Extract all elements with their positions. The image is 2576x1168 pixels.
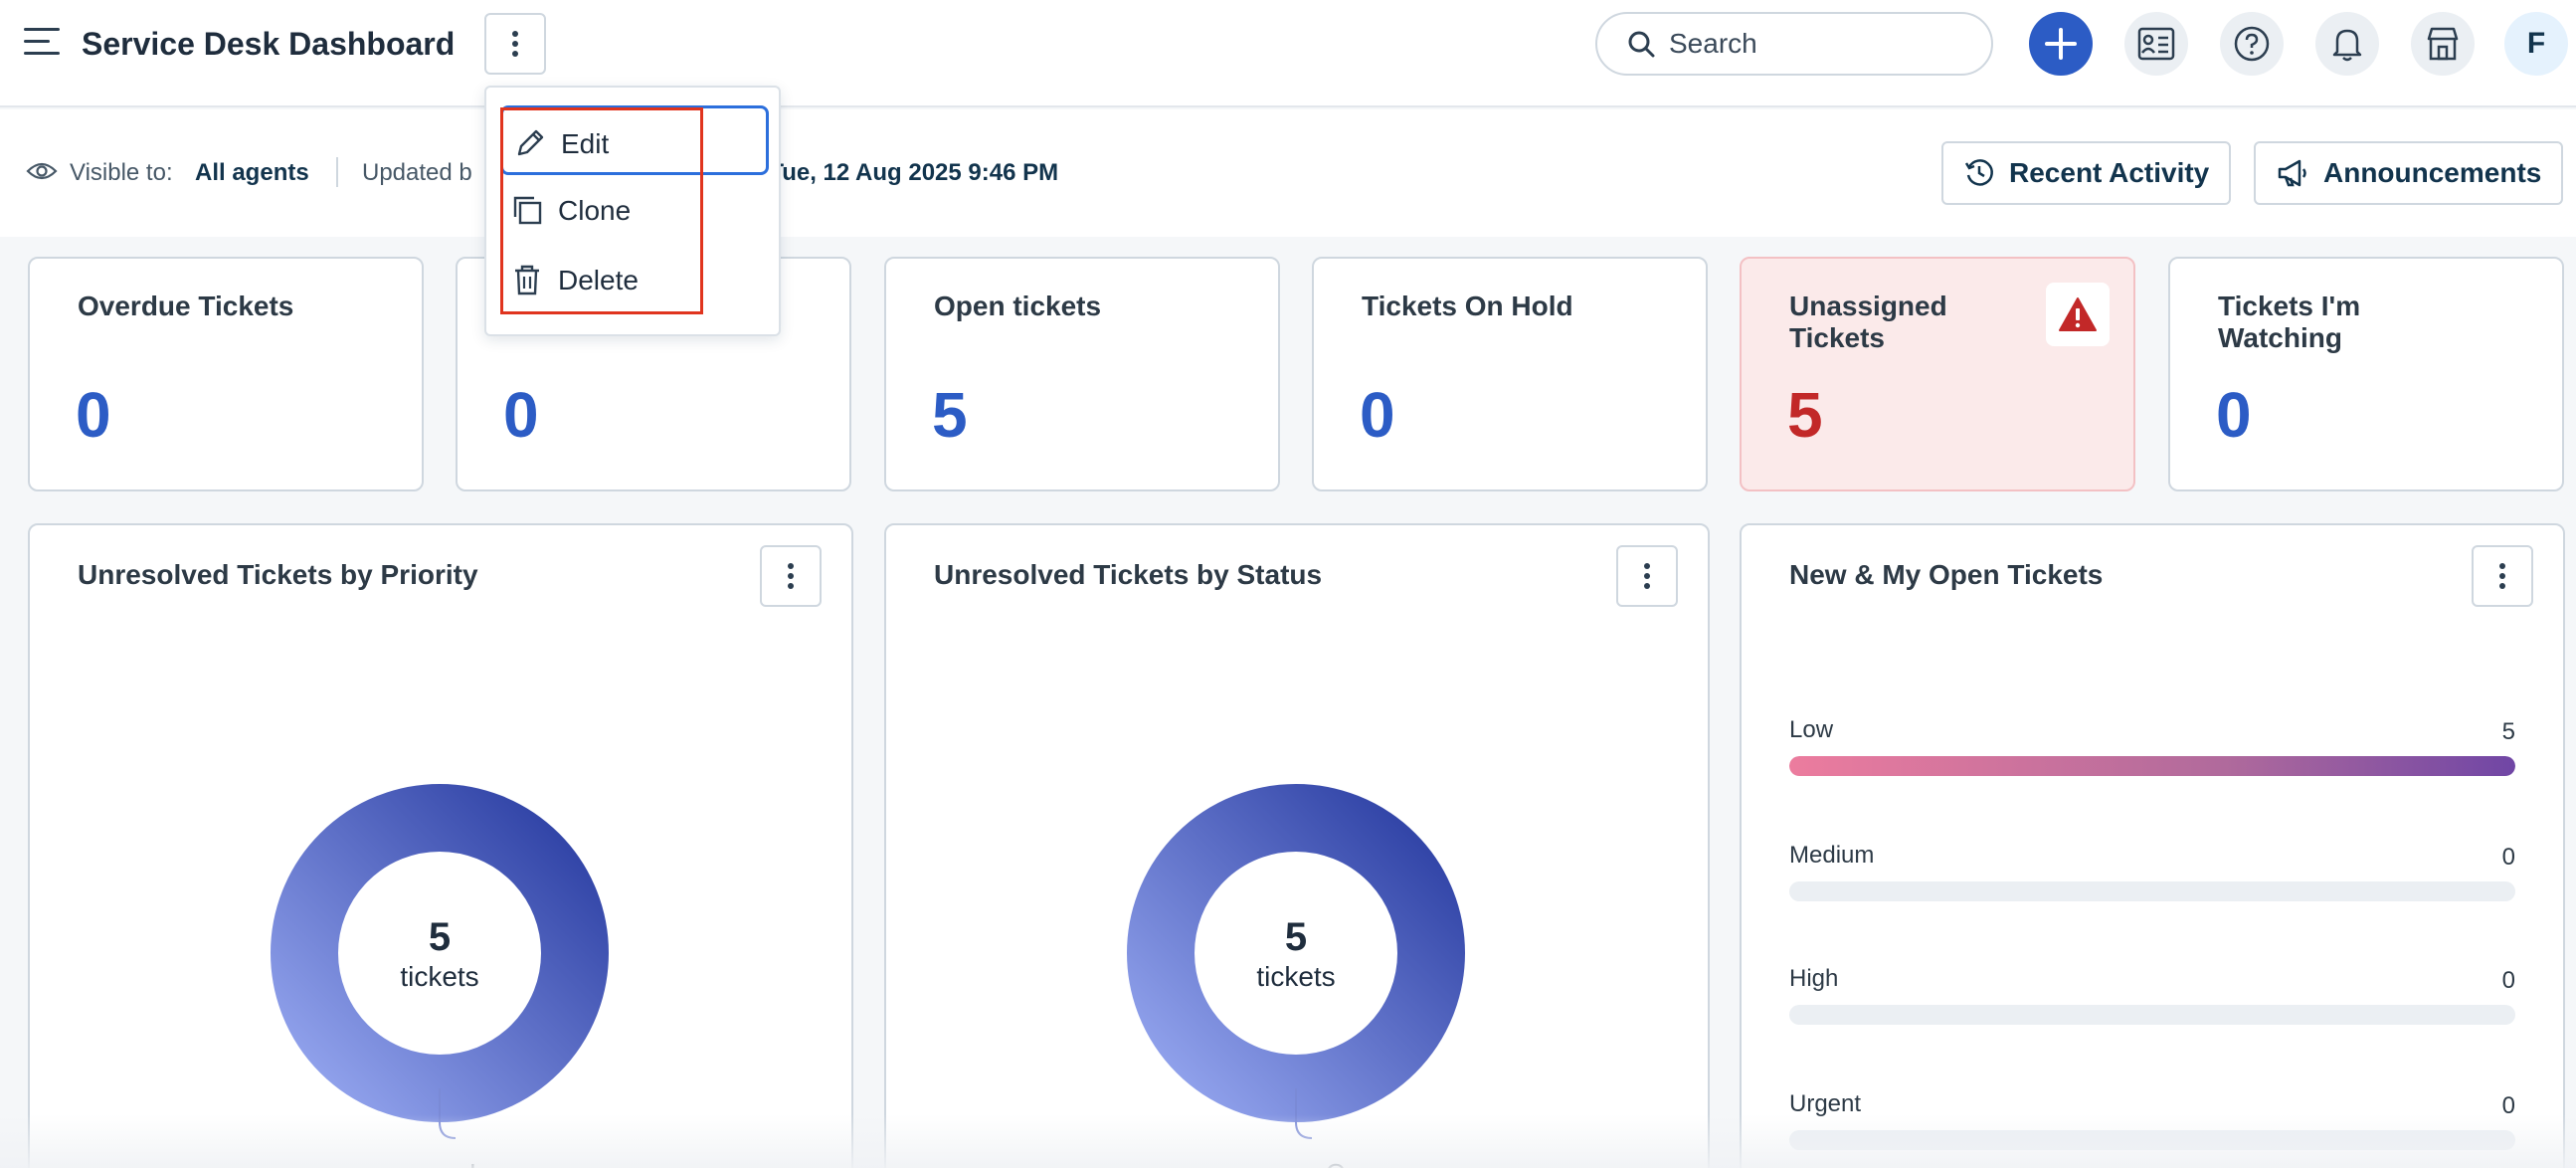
widget-title: Unresolved Tickets by Status — [934, 559, 1323, 590]
card-title: Unassigned Tickets — [1789, 291, 1947, 353]
updated-date: n Tue, 12 Aug 2025 9:46 PM — [748, 159, 1059, 186]
bar-track — [1789, 1005, 2515, 1025]
help-button[interactable] — [2220, 12, 2284, 76]
metric-card-open[interactable]: Open tickets 5 — [884, 257, 1280, 491]
search-box[interactable] — [1595, 12, 1993, 76]
metric-card-unassigned[interactable]: Unassigned Tickets 5 — [1740, 257, 2135, 491]
widget-options-button[interactable] — [1616, 545, 1678, 607]
widget-title: Unresolved Tickets by Priority — [78, 559, 478, 590]
donut-slice-label: Open — [1326, 1158, 1389, 1168]
divider — [336, 157, 338, 187]
card-title: Tickets On Hold — [1362, 291, 1573, 321]
menu-item-delete[interactable]: Delete — [500, 245, 769, 314]
menu-item-clone[interactable]: Clone — [500, 175, 769, 245]
card-title: Overdue Tickets — [78, 291, 294, 321]
dashboard-options-menu: Edit Clone Delete — [484, 86, 781, 336]
megaphone-icon — [2278, 159, 2306, 187]
help-icon — [2234, 26, 2270, 62]
bar-count: 0 — [2501, 844, 2515, 871]
search-input[interactable] — [1669, 24, 1967, 64]
card-value: 0 — [1360, 379, 1395, 451]
recent-activity-label: Recent Activity — [2009, 157, 2210, 188]
card-value: 5 — [932, 379, 968, 451]
plus-icon — [2045, 28, 2077, 60]
widget-status: Unresolved Tickets by Status 5 tickets O… — [884, 523, 1710, 1168]
copy-icon — [513, 196, 542, 225]
menu-item-label: Edit — [561, 128, 610, 159]
search-icon — [1628, 31, 1655, 58]
bell-icon — [2332, 29, 2362, 62]
dashboard-options-button[interactable] — [484, 13, 546, 75]
bar-label: Medium — [1789, 842, 1875, 869]
metric-card-on-hold[interactable]: Tickets On Hold 0 — [1312, 257, 1708, 491]
pencil-icon — [517, 129, 544, 156]
bar-label: Low — [1789, 716, 1834, 743]
announcements-label: Announcements — [2323, 157, 2542, 188]
contacts-button[interactable] — [2124, 12, 2188, 76]
user-avatar[interactable]: F — [2504, 12, 2568, 76]
menu-item-label: Clone — [558, 195, 632, 226]
add-new-button[interactable] — [2029, 12, 2093, 76]
widget-title: New & My Open Tickets — [1789, 559, 2104, 590]
kebab-icon — [512, 27, 518, 61]
card-value: 0 — [2216, 379, 2252, 451]
menu-item-label: Delete — [558, 265, 639, 295]
widget-options-button[interactable] — [2472, 545, 2533, 607]
bar-count: 0 — [2501, 967, 2515, 994]
priority-donut-chart: 5 tickets Low — [271, 784, 609, 1168]
bar-track — [1789, 1130, 2515, 1150]
donut-center-label: tickets — [1256, 961, 1336, 992]
card-title: Open tickets — [934, 291, 1102, 321]
kebab-icon — [2499, 559, 2505, 593]
bar-track — [1789, 756, 2515, 776]
warning-badge — [2046, 283, 2110, 346]
bar-track — [1789, 881, 2515, 901]
hamburger-menu-icon[interactable] — [24, 28, 60, 58]
kebab-icon — [788, 559, 794, 593]
widget-options-button[interactable] — [760, 545, 822, 607]
donut-slice-label: Low — [469, 1158, 517, 1168]
visibility-label: Visible to: — [70, 159, 173, 186]
menu-item-edit[interactable]: Edit — [500, 105, 769, 175]
bar-count: 0 — [2501, 1092, 2515, 1119]
bar-label: Urgent — [1789, 1090, 1862, 1117]
bar-fill — [1789, 756, 2515, 776]
eye-icon — [26, 162, 58, 180]
warning-triangle-icon — [2059, 297, 2097, 331]
announcements-button[interactable]: Announcements — [2254, 141, 2564, 205]
widget-priority: Unresolved Tickets by Priority 5 tickets… — [28, 523, 853, 1168]
page-title: Service Desk Dashboard — [82, 26, 456, 62]
bar-label: High — [1789, 965, 1839, 992]
donut-center-value: 5 — [428, 915, 452, 959]
updated-label: Updated b — [362, 159, 472, 186]
activity-clock-icon — [1964, 159, 1993, 186]
card-title: Tickets I'm Watching — [2218, 291, 2361, 353]
visibility-value: All agents — [195, 159, 309, 186]
kebab-icon — [1644, 559, 1650, 593]
contact-card-icon — [2137, 27, 2175, 61]
top-header: Service Desk Dashboard — [0, 0, 2576, 107]
metric-card-watching[interactable]: Tickets I'm Watching 0 — [2168, 257, 2564, 491]
marketplace-button[interactable] — [2411, 12, 2475, 76]
notifications-button[interactable] — [2315, 12, 2379, 76]
widget-new-my-open: New & My Open Tickets Low 5 Medium 0 Hig… — [1740, 523, 2565, 1168]
store-icon — [2427, 27, 2459, 61]
trash-icon — [515, 265, 539, 295]
card-value: 0 — [503, 379, 539, 451]
recent-activity-button[interactable]: Recent Activity — [1941, 141, 2232, 205]
card-value: 5 — [1787, 379, 1823, 451]
card-value: 0 — [76, 379, 111, 451]
donut-center-label: tickets — [400, 961, 479, 992]
status-donut-chart: 5 tickets Open — [1127, 784, 1465, 1168]
bar-count: 5 — [2501, 718, 2515, 745]
metric-card-overdue[interactable]: Overdue Tickets 0 — [28, 257, 424, 491]
donut-center-value: 5 — [1284, 915, 1308, 959]
